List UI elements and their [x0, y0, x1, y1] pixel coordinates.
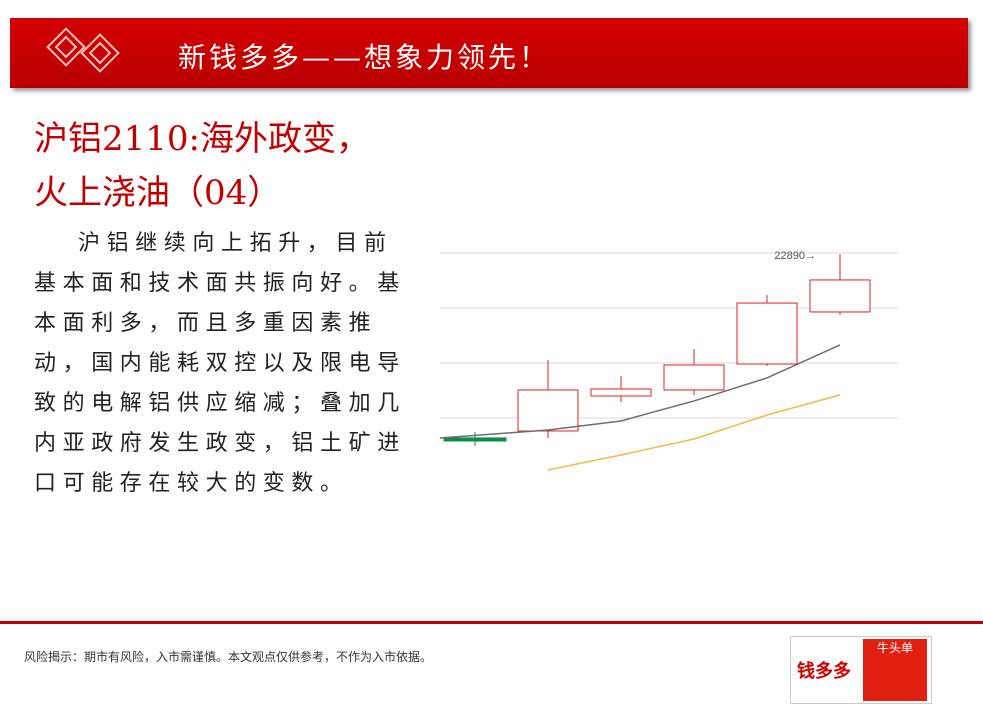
candle-body	[590, 388, 652, 397]
header-logo	[46, 27, 120, 73]
disclaimer: 风险揭示：期市有风险，入市需谨慎。本文观点仅供参考，不作为入市依据。	[24, 650, 433, 664]
annotation: 22890→	[774, 250, 816, 262]
moving-average	[547, 394, 841, 471]
candle-body	[443, 437, 507, 442]
headline-line: 沪铝2110:海外政变，	[34, 119, 370, 159]
moving-average	[439, 344, 841, 439]
logo-left: 钱多多	[797, 661, 851, 682]
headline-line: 火上浇油（04）	[34, 173, 282, 213]
candle-body	[517, 389, 579, 432]
logos: 钱多多 牛头单	[790, 636, 932, 704]
candle-body	[663, 364, 725, 391]
candle-body	[809, 279, 871, 313]
footer-rule	[0, 621, 983, 624]
candle-body	[736, 302, 798, 365]
headline: 沪铝2110:海外政变， 火上浇油（04）	[34, 112, 370, 220]
logo-right: 牛头单	[863, 639, 927, 701]
body-text: 沪铝继续向上拓升，目前基本面和技术面共振向好。基本面利多，而且多重因素推动，国内…	[34, 231, 406, 496]
header-bar: 新钱多多——想象力领先！	[10, 18, 968, 88]
header-title: 新钱多多——想象力领先！	[178, 41, 551, 74]
